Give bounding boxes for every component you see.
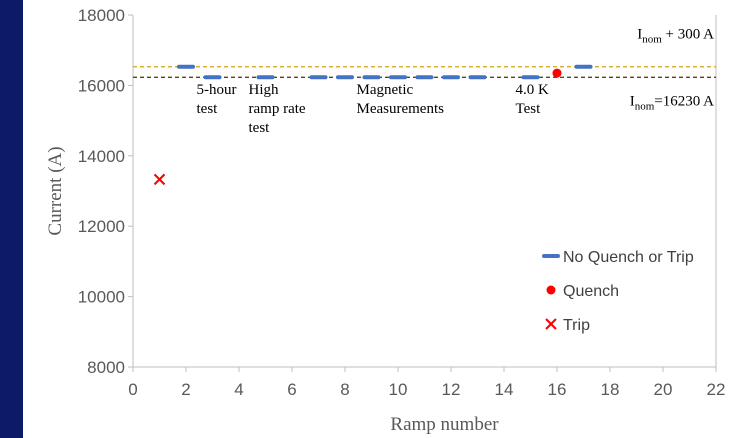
legend-trip-icon-stroke bbox=[545, 318, 557, 330]
x-tick-label: 8 bbox=[340, 380, 349, 399]
x-tick-label: 2 bbox=[181, 380, 190, 399]
scatter-chart: 8000 10000 12000 14000 16000 18000 0 2 4 6 8 10 12 14… bbox=[45, 6, 725, 435]
trip-point bbox=[153, 173, 166, 186]
annotations: 5-hour test High ramp rate test Magnetic Measu… bbox=[197, 82, 550, 136]
x-tick-label: 16 bbox=[548, 380, 567, 399]
annotation-text: ramp rate bbox=[249, 101, 306, 117]
trip-point-stroke bbox=[153, 173, 166, 186]
x-tick-label: 6 bbox=[287, 380, 296, 399]
legend-label: Quench bbox=[563, 283, 619, 300]
x-tick-label: 10 bbox=[389, 380, 408, 399]
legend-label: No Quench or Trip bbox=[563, 249, 694, 266]
reference-line-label: Inom=16230 A bbox=[630, 93, 714, 112]
x-axis-title: Ramp number bbox=[390, 414, 499, 435]
x-tick-label: 18 bbox=[601, 380, 620, 399]
x-tick-label: 0 bbox=[128, 380, 137, 399]
quench-point bbox=[552, 68, 562, 78]
axes: 8000 10000 12000 14000 16000 18000 0 2 4 6 8 10 12 14… bbox=[45, 6, 725, 435]
x-tick-label: 22 bbox=[707, 380, 726, 399]
y-axis-title: Current (A) bbox=[45, 146, 66, 235]
legend: No Quench or Trip Quench Trip bbox=[542, 249, 694, 334]
annotation-text: High bbox=[249, 82, 280, 98]
reference-label-value: =16230 A bbox=[654, 93, 714, 109]
reference-label-symbol: I bbox=[630, 93, 635, 109]
reference-label-subscript: nom bbox=[642, 34, 662, 46]
reference-label-value: + 300 A bbox=[662, 27, 714, 43]
legend-trip-icon bbox=[545, 318, 557, 330]
annotation-text: test bbox=[249, 120, 271, 136]
annotation-text: Measurements bbox=[357, 101, 445, 117]
annotation-text: 5-hour bbox=[197, 82, 237, 98]
y-tick-label: 8000 bbox=[87, 358, 125, 377]
legend-label: Trip bbox=[563, 317, 590, 334]
annotation-text: 4.0 K bbox=[516, 82, 550, 98]
annotation-text: test bbox=[197, 101, 219, 117]
legend-quench-icon bbox=[546, 285, 556, 295]
annotation-text: Magnetic bbox=[357, 82, 414, 98]
reference-line-label: Inom + 300 A bbox=[637, 27, 714, 46]
y-tick-label: 14000 bbox=[78, 147, 125, 166]
x-tick-label: 4 bbox=[234, 380, 243, 399]
y-tick-label: 16000 bbox=[78, 76, 125, 95]
reference-label-subscript: nom bbox=[635, 100, 655, 112]
y-tick-label: 12000 bbox=[78, 217, 125, 236]
x-tick-label: 20 bbox=[654, 380, 673, 399]
reference-label-symbol: I bbox=[637, 27, 642, 43]
chart-panel: 8000 10000 12000 14000 16000 18000 0 2 4 6 8 10 12 14… bbox=[23, 0, 751, 438]
annotation-text: Test bbox=[516, 101, 542, 117]
y-tick-label: 10000 bbox=[78, 288, 125, 307]
data-marks bbox=[153, 64, 593, 186]
x-tick-label: 12 bbox=[442, 380, 461, 399]
x-tick-label: 14 bbox=[495, 380, 514, 399]
y-tick-label: 18000 bbox=[78, 6, 125, 25]
